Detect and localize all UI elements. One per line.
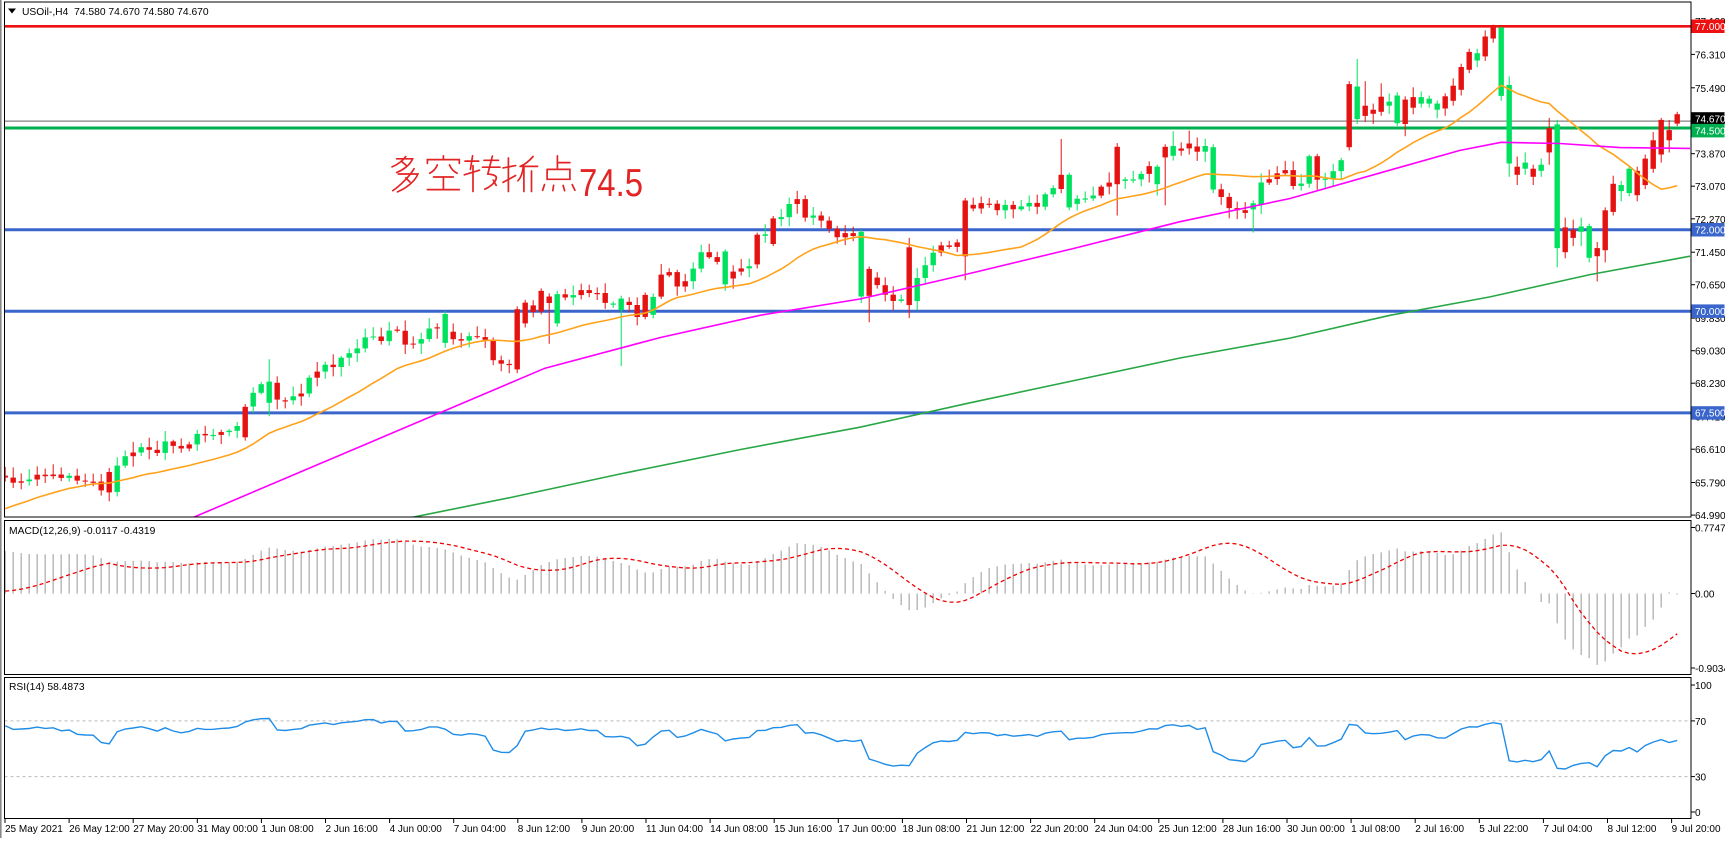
- svg-text:71.450: 71.450: [1695, 248, 1725, 259]
- svg-text:0: 0: [1695, 808, 1701, 819]
- svg-text:74.670: 74.670: [1695, 115, 1725, 126]
- svg-text:30 Jun 00:00: 30 Jun 00:00: [1287, 824, 1345, 835]
- svg-text:5 Jul 22:00: 5 Jul 22:00: [1479, 824, 1528, 835]
- svg-text:0.7747: 0.7747: [1695, 524, 1725, 535]
- svg-text:25 May 2021: 25 May 2021: [5, 824, 63, 835]
- svg-text:70: 70: [1695, 717, 1707, 728]
- svg-text:7 Jun 04:00: 7 Jun 04:00: [454, 824, 507, 835]
- svg-text:2 Jun 16:00: 2 Jun 16:00: [326, 824, 379, 835]
- svg-text:22 Jun 20:00: 22 Jun 20:00: [1031, 824, 1089, 835]
- svg-text:-0.9034: -0.9034: [1695, 664, 1725, 675]
- svg-text:0.00: 0.00: [1695, 590, 1715, 601]
- svg-text:2 Jul 16:00: 2 Jul 16:00: [1415, 824, 1464, 835]
- svg-text:67.500: 67.500: [1695, 409, 1725, 420]
- svg-text:USOil-,H4 74.580 74.670 74.58: USOil-,H4 74.580 74.670 74.580 74.670: [22, 7, 209, 18]
- svg-text:9 Jul 20:00: 9 Jul 20:00: [1672, 824, 1721, 835]
- svg-text:66.610: 66.610: [1695, 445, 1725, 456]
- svg-text:7 Jul 04:00: 7 Jul 04:00: [1543, 824, 1592, 835]
- svg-text:28 Jun 16:00: 28 Jun 16:00: [1223, 824, 1281, 835]
- svg-text:14 Jun 08:00: 14 Jun 08:00: [710, 824, 768, 835]
- svg-text:72.270: 72.270: [1695, 215, 1725, 226]
- svg-text:72.000: 72.000: [1695, 226, 1725, 237]
- svg-text:24 Jun 04:00: 24 Jun 04:00: [1095, 824, 1153, 835]
- svg-text:31 May 00:00: 31 May 00:00: [197, 824, 258, 835]
- svg-text:70.000: 70.000: [1695, 307, 1725, 318]
- svg-text:74.5: 74.5: [579, 162, 643, 205]
- svg-text:27 May 20:00: 27 May 20:00: [133, 824, 194, 835]
- svg-text:1 Jun 08:00: 1 Jun 08:00: [261, 824, 314, 835]
- svg-text:76.310: 76.310: [1695, 50, 1725, 61]
- svg-text:70.650: 70.650: [1695, 281, 1725, 292]
- svg-text:21 Jun 12:00: 21 Jun 12:00: [967, 824, 1025, 835]
- svg-text:RSI(14) 58.4873: RSI(14) 58.4873: [9, 682, 85, 693]
- svg-text:26 May 12:00: 26 May 12:00: [69, 824, 130, 835]
- svg-text:64.990: 64.990: [1695, 511, 1725, 522]
- svg-text:73.070: 73.070: [1695, 182, 1725, 193]
- svg-text:MACD(12,26,9) -0.0117 -0.4319: MACD(12,26,9) -0.0117 -0.4319: [9, 526, 156, 537]
- svg-text:69.030: 69.030: [1695, 347, 1725, 358]
- svg-text:69.830: 69.830: [1695, 314, 1725, 325]
- svg-text:30: 30: [1695, 773, 1707, 784]
- svg-text:11 Jun 04:00: 11 Jun 04:00: [646, 824, 704, 835]
- svg-text:73.870: 73.870: [1695, 150, 1725, 161]
- svg-text:77.000: 77.000: [1695, 22, 1725, 33]
- svg-text:18 Jun 08:00: 18 Jun 08:00: [902, 824, 960, 835]
- svg-text:9 Jun 20:00: 9 Jun 20:00: [582, 824, 635, 835]
- svg-text:15 Jun 16:00: 15 Jun 16:00: [774, 824, 832, 835]
- svg-text:65.790: 65.790: [1695, 479, 1725, 490]
- svg-text:8 Jun 12:00: 8 Jun 12:00: [518, 824, 571, 835]
- svg-text:100: 100: [1695, 681, 1712, 692]
- svg-text:74.500: 74.500: [1695, 126, 1725, 137]
- svg-text:17 Jun 00:00: 17 Jun 00:00: [838, 824, 896, 835]
- svg-text:8 Jul 12:00: 8 Jul 12:00: [1608, 824, 1657, 835]
- svg-text:68.230: 68.230: [1695, 379, 1725, 390]
- svg-text:1 Jul 08:00: 1 Jul 08:00: [1351, 824, 1400, 835]
- svg-text:25 Jun 12:00: 25 Jun 12:00: [1159, 824, 1217, 835]
- svg-text:75.490: 75.490: [1695, 84, 1725, 95]
- svg-text:4 Jun 00:00: 4 Jun 00:00: [390, 824, 443, 835]
